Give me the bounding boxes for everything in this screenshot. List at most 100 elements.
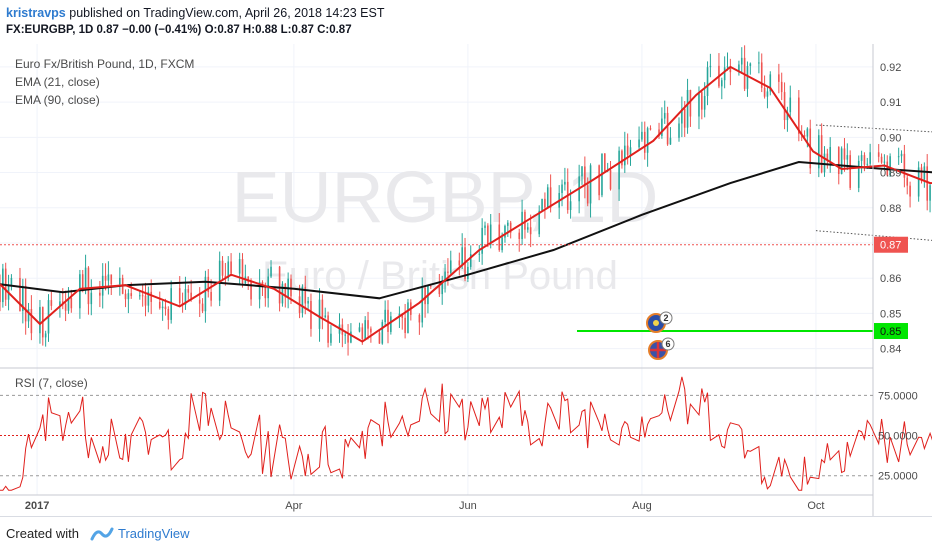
candle-body — [444, 271, 446, 281]
candle-body — [190, 292, 192, 300]
candle-body — [59, 301, 61, 306]
price-tick-label: 0.88 — [880, 203, 901, 215]
time-tick-label: 2017 — [25, 500, 49, 512]
candle-body — [184, 289, 187, 305]
candle-body — [50, 300, 53, 306]
legend-ema21[interactable]: EMA (21, close) — [15, 75, 100, 89]
candle-body — [487, 225, 489, 245]
candle-body — [361, 327, 364, 340]
legend-ema90[interactable]: EMA (90, close) — [15, 93, 100, 107]
candle-body — [467, 266, 469, 280]
uk-event-count: 6 — [665, 339, 670, 349]
time-axis[interactable]: 2017AprJunAugOct2018MarMayJulSep — [25, 500, 932, 512]
candle-body — [484, 225, 486, 228]
candle-body — [270, 266, 272, 277]
candle-body — [778, 74, 780, 82]
candle-body — [501, 237, 503, 251]
candle-body — [903, 153, 906, 178]
price-tick-label: 0.86 — [880, 273, 901, 285]
candle-body — [324, 315, 327, 318]
candle-body — [769, 74, 772, 92]
candle-body — [780, 81, 783, 93]
candle-body — [224, 275, 227, 279]
candle-body — [458, 260, 461, 266]
candle-body — [398, 313, 401, 317]
candle-body — [584, 166, 586, 186]
candle-body — [649, 128, 652, 130]
rsi-tick-label: 50.0000 — [878, 431, 918, 443]
candle-body — [629, 147, 632, 155]
candle-body — [284, 283, 287, 298]
support-price-label: 0.85 — [880, 326, 901, 338]
rsi-axis[interactable]: 75.0000 50.0000 25.0000 — [878, 390, 918, 482]
candle-body — [418, 314, 421, 323]
candle-body — [278, 266, 281, 304]
chart-header: kristravps published on TradingView.com,… — [0, 0, 932, 44]
candle-body — [906, 177, 909, 186]
candle-body — [826, 153, 829, 161]
candle-body — [638, 139, 640, 148]
candle-body — [178, 288, 181, 304]
candle-body — [621, 150, 623, 166]
legend-rsi[interactable]: RSI (7, close) — [15, 376, 88, 390]
candle-body — [526, 227, 529, 230]
candle-body — [407, 302, 409, 333]
publish-info: kristravps published on TradingView.com,… — [6, 6, 385, 20]
candle-body — [350, 331, 352, 343]
candle-body — [569, 201, 572, 210]
candle-body — [198, 299, 201, 304]
candle-body — [518, 232, 521, 239]
candle-body — [227, 261, 230, 279]
candle-body — [666, 112, 669, 145]
candle-body — [147, 291, 150, 306]
candle-body — [99, 292, 101, 296]
candle-body — [849, 155, 851, 188]
candle-body — [823, 153, 826, 173]
candle-body — [164, 306, 167, 309]
candle-body — [250, 281, 252, 300]
rsi-line — [0, 376, 932, 491]
candle-body — [390, 316, 392, 332]
candle-body — [561, 184, 563, 194]
candle-body — [549, 187, 552, 208]
candle-body — [926, 166, 929, 201]
candle-body — [81, 274, 84, 289]
candle-body — [669, 137, 672, 145]
candle-body — [729, 66, 732, 73]
candle-body — [863, 155, 866, 165]
candle-body — [877, 152, 880, 157]
candle-body — [546, 187, 549, 208]
author-link[interactable]: kristravps — [6, 6, 66, 20]
candle-body — [210, 291, 212, 301]
candle-body — [478, 253, 481, 255]
candle-body — [130, 293, 133, 297]
candle-body — [846, 155, 849, 160]
candle-body — [110, 274, 113, 285]
ema90-line — [0, 160, 932, 300]
candle-body — [758, 62, 760, 64]
candle-body — [44, 333, 47, 338]
candle-body — [347, 334, 349, 343]
event-icons[interactable]: 2 6 — [646, 311, 675, 360]
candle-body — [387, 309, 389, 332]
candle-body — [746, 65, 749, 89]
eu-event-count: 2 — [663, 313, 668, 323]
candle-body — [90, 292, 93, 305]
candle-body — [618, 150, 620, 190]
candle-body — [161, 306, 164, 309]
candle-body — [504, 225, 506, 238]
candle-body — [461, 247, 463, 266]
candle-body — [238, 259, 241, 274]
candle-body — [564, 181, 566, 185]
created-with-text: Created with — [6, 526, 79, 541]
price-chart[interactable]: EURGBP, 1D Euro / British Pound 0.920.91… — [0, 44, 932, 516]
candle-body — [760, 62, 763, 88]
tradingview-link[interactable]: TradingView — [118, 526, 190, 541]
candle-body — [67, 298, 70, 311]
candle-body — [889, 156, 891, 176]
candle-body — [204, 276, 207, 312]
price-axis[interactable]: 0.920.910.900.890.880.870.860.850.840.87… — [874, 62, 908, 356]
candle-body — [798, 97, 800, 134]
time-tick-label: Jun — [459, 500, 477, 512]
candle-body — [290, 278, 292, 297]
